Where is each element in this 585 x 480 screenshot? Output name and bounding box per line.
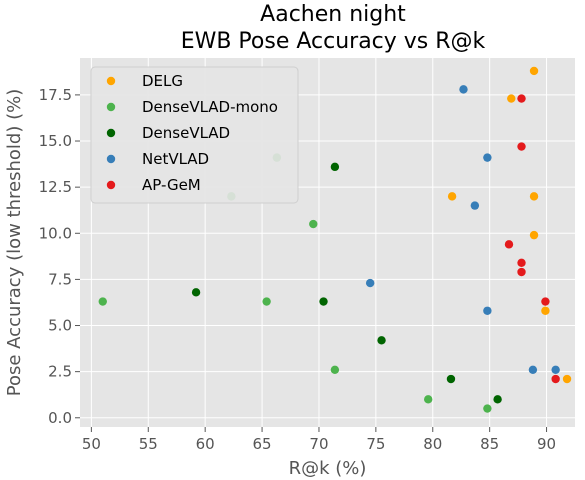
x-tick-label: 60 bbox=[196, 435, 215, 453]
chart-title-line-2: EWB Pose Accuracy vs R@k bbox=[181, 29, 486, 54]
chart-title: Aachen night EWB Pose Accuracy vs R@k bbox=[181, 2, 486, 54]
data-point bbox=[483, 404, 492, 413]
data-point bbox=[528, 365, 538, 375]
legend-marker bbox=[106, 102, 116, 112]
x-tick-label: 70 bbox=[309, 435, 328, 453]
data-point bbox=[365, 278, 375, 288]
x-tick-label: 50 bbox=[82, 435, 101, 453]
legend-marker bbox=[106, 76, 116, 86]
data-point bbox=[424, 395, 433, 404]
data-point bbox=[507, 94, 516, 103]
data-point bbox=[529, 66, 539, 76]
data-point bbox=[551, 374, 560, 384]
data-point bbox=[191, 288, 201, 297]
data-point bbox=[483, 306, 492, 315]
y-tick-label: 17.5 bbox=[39, 86, 72, 104]
series-densevlad bbox=[191, 162, 502, 404]
x-tick-label: 80 bbox=[423, 435, 442, 453]
data-point bbox=[517, 258, 526, 267]
data-point bbox=[517, 142, 526, 151]
data-point bbox=[529, 192, 539, 201]
data-point bbox=[551, 365, 560, 375]
y-tick-label: 15.0 bbox=[39, 132, 72, 150]
y-tick-label: 7.5 bbox=[48, 270, 72, 288]
legend-label: NetVLAD bbox=[142, 150, 209, 168]
y-tick-label: 2.5 bbox=[48, 363, 72, 381]
legend-box bbox=[90, 66, 299, 204]
data-point bbox=[529, 230, 539, 240]
legend-label: DenseVLAD bbox=[142, 124, 230, 142]
series-netvlad bbox=[365, 85, 560, 375]
x-axis-label: R@k (%) bbox=[289, 458, 367, 479]
data-point bbox=[493, 395, 502, 404]
y-tick-label: 12.5 bbox=[39, 178, 72, 196]
x-axis-ticks: 50 55 60 65 70 75 80 85 90 bbox=[82, 427, 556, 453]
data-point bbox=[517, 267, 526, 277]
x-tick-label: 75 bbox=[366, 435, 385, 453]
legend-label: DenseVLAD-mono bbox=[142, 98, 278, 116]
x-tick-label: 90 bbox=[537, 435, 556, 453]
data-point bbox=[377, 336, 386, 345]
series-delg bbox=[447, 66, 572, 384]
data-point bbox=[504, 240, 514, 249]
data-point bbox=[447, 192, 457, 201]
y-tick-label: 0.0 bbox=[48, 409, 72, 427]
legend-label: DELG bbox=[142, 72, 183, 90]
y-axis-ticks: 0.0 2.5 5.0 7.5 10.0 12.5 15.0 17.5 bbox=[39, 86, 80, 427]
x-tick-label: 85 bbox=[480, 435, 499, 453]
data-point bbox=[309, 219, 318, 229]
data-point bbox=[541, 297, 550, 306]
y-tick-label: 5.0 bbox=[48, 317, 72, 335]
data-point bbox=[517, 94, 526, 103]
data-point bbox=[562, 374, 572, 384]
legend-marker bbox=[106, 128, 116, 138]
data-point bbox=[319, 297, 328, 306]
data-point bbox=[98, 297, 107, 306]
x-tick-label: 65 bbox=[253, 435, 272, 453]
data-point bbox=[541, 306, 550, 315]
legend-marker bbox=[106, 180, 116, 190]
data-point bbox=[446, 374, 456, 384]
data-point bbox=[459, 85, 468, 94]
chart-title-line-1: Aachen night bbox=[260, 2, 406, 27]
data-point bbox=[262, 297, 271, 306]
x-tick-label: 55 bbox=[139, 435, 158, 453]
legend-label: AP-GeM bbox=[142, 176, 201, 194]
legend-marker bbox=[106, 154, 116, 164]
series-ap-gem bbox=[504, 94, 560, 384]
y-tick-label: 10.0 bbox=[39, 224, 72, 242]
data-point bbox=[470, 201, 480, 210]
data-point bbox=[483, 153, 492, 162]
data-points bbox=[98, 66, 572, 413]
y-axis-label: Pose Accuracy (low threshold) (%) bbox=[4, 89, 25, 396]
data-point bbox=[330, 162, 340, 172]
legend: DELG DenseVLAD-mono DenseVLAD NetVLAD AP-GeM bbox=[90, 66, 299, 204]
data-point bbox=[330, 365, 340, 375]
